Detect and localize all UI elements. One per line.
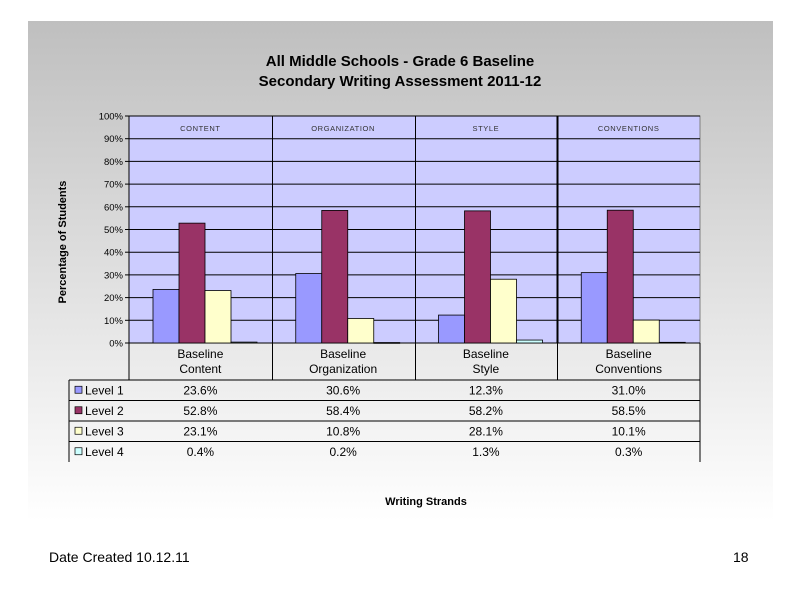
category-label: Organization <box>309 362 377 376</box>
legend-entry: Level 2 <box>85 404 124 418</box>
bar-level-3 <box>204 290 232 344</box>
section-label: ORGANIZATION <box>311 124 375 133</box>
data-label: 10.1% <box>612 424 646 438</box>
data-label: 0.4% <box>187 445 215 459</box>
data-label: 58.5% <box>612 404 646 418</box>
bar-level-2 <box>178 222 206 344</box>
bars <box>152 209 686 344</box>
category-label: Content <box>179 362 222 376</box>
data-label: 52.8% <box>183 404 217 418</box>
section-label: STYLE <box>472 124 499 133</box>
chart-subtitle: Secondary Writing Assessment 2011-12 <box>258 73 542 90</box>
section-label: CONVENTIONS <box>598 124 660 133</box>
y-tick-label: 30% <box>104 270 124 281</box>
bar-level-3 <box>632 319 660 344</box>
y-tick-label: 0% <box>109 339 123 350</box>
y-tick-label: 20% <box>104 293 124 304</box>
legend-swatch <box>74 447 83 456</box>
category-label: Style <box>473 362 500 376</box>
y-tick-label: 80% <box>104 157 124 168</box>
category-label: Baseline <box>463 347 509 361</box>
data-label: 10.8% <box>326 424 360 438</box>
y-tick-label: 70% <box>104 180 124 191</box>
data-label: 12.3% <box>469 383 503 397</box>
page-number: 18 <box>733 549 749 565</box>
bar-level-4 <box>230 341 258 344</box>
bar-level-3 <box>347 318 375 344</box>
bar-level-2 <box>321 210 349 344</box>
legend-entry: Level 3 <box>85 424 124 438</box>
chart-title: All Middle Schools - Grade 6 Baseline <box>265 53 535 70</box>
legend-swatch <box>74 406 83 415</box>
bar-level-3 <box>490 278 517 344</box>
y-tick-label: 10% <box>104 316 124 327</box>
bar-level-1 <box>295 273 323 344</box>
y-tick-label: 100% <box>99 112 124 123</box>
data-label: 0.2% <box>329 445 357 459</box>
data-label: 31.0% <box>612 383 646 397</box>
bar-level-2 <box>606 209 634 344</box>
category-label: Baseline <box>177 347 223 361</box>
category-label: Baseline <box>320 347 366 361</box>
date-created: Date Created 10.12.11 <box>49 549 190 565</box>
y-tick-label: 60% <box>104 202 124 213</box>
bar-level-4 <box>658 341 686 344</box>
x-axis-label: Writing Strands <box>385 496 467 508</box>
y-tick-label: 50% <box>104 225 124 236</box>
data-table: BaselineContentBaselineOrganizationBasel… <box>68 343 701 462</box>
y-axis: 0% 10% 20% 30% 40% 50% 60% 70% 80% 90% 100% <box>99 112 130 350</box>
bar-level-1 <box>438 314 465 344</box>
data-label: 58.4% <box>326 404 360 418</box>
y-tick-label: 90% <box>104 134 124 145</box>
data-label: 30.6% <box>326 383 360 397</box>
data-label: 28.1% <box>469 424 503 438</box>
category-label: Baseline <box>606 347 652 361</box>
bar-level-1 <box>580 272 608 344</box>
y-tick-label: 40% <box>104 248 124 259</box>
bar-level-4 <box>516 339 543 344</box>
data-label: 23.1% <box>183 424 217 438</box>
data-label: 0.3% <box>615 445 643 459</box>
data-label: 58.2% <box>469 404 503 418</box>
category-label: Conventions <box>595 362 662 376</box>
data-label: 1.3% <box>472 445 500 459</box>
bar-level-1 <box>152 289 180 344</box>
legend-entry: Level 4 <box>85 445 124 459</box>
legend-swatch <box>74 385 83 394</box>
bar-level-2 <box>464 210 491 344</box>
section-label: CONTENT <box>180 124 220 133</box>
legend-entry: Level 1 <box>85 383 124 397</box>
legend-swatch <box>74 426 83 435</box>
section-dividers: CONTENT ORGANIZATION STYLE CONVENTIONS <box>180 116 659 343</box>
bar-level-4 <box>373 342 401 344</box>
data-label: 23.6% <box>183 383 217 397</box>
